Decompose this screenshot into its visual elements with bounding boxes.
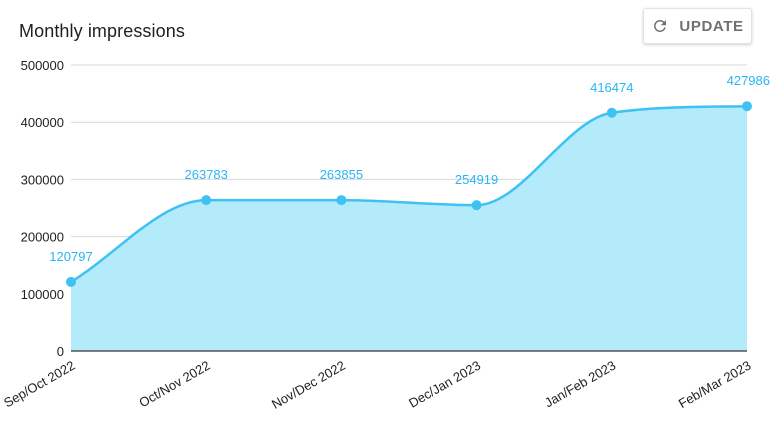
refresh-icon	[651, 17, 669, 35]
x-tick-label: Oct/Nov 2022	[136, 358, 212, 411]
x-tick-label: Nov/Dec 2022	[269, 358, 348, 412]
data-labels: 120797 263783 263855 254919 416474 427986	[49, 73, 770, 264]
data-point[interactable]	[336, 195, 347, 206]
update-button-label: UPDATE	[679, 17, 744, 35]
y-tick-label: 400000	[21, 115, 64, 130]
y-tick-label: 500000	[21, 58, 64, 73]
series-line	[70, 104, 748, 283]
y-tick-label: 0	[57, 344, 64, 359]
data-label: 427986	[727, 73, 770, 88]
data-point[interactable]	[606, 107, 617, 118]
area-layer	[70, 104, 748, 351]
data-label: 254919	[455, 172, 498, 187]
data-label: 416474	[590, 80, 633, 95]
x-tick-label: Sep/Oct 2022	[1, 358, 77, 411]
chart-title: Monthly impressions	[19, 21, 185, 41]
data-label: 263855	[320, 167, 363, 182]
y-axis-ticks: 0 100000 200000 300000 400000 500000	[21, 58, 64, 359]
data-point[interactable]	[742, 101, 752, 112]
data-point[interactable]	[201, 195, 212, 206]
x-axis-ticks: Sep/Oct 2022 Oct/Nov 2022 Nov/Dec 2022 Dec/…	[1, 358, 753, 412]
x-tick-label: Feb/Mar 2023	[676, 358, 754, 411]
data-points	[66, 101, 752, 287]
x-tick-label: Jan/Feb 2023	[542, 358, 618, 411]
data-label: 263783	[185, 167, 228, 182]
data-point[interactable]	[471, 200, 482, 211]
y-tick-label: 300000	[21, 172, 64, 187]
y-tick-label: 200000	[21, 230, 64, 245]
series-area	[71, 106, 747, 351]
y-tick-label: 100000	[21, 287, 64, 302]
data-point[interactable]	[66, 276, 76, 287]
data-label: 120797	[49, 249, 92, 264]
update-button[interactable]: UPDATE	[643, 8, 752, 44]
x-tick-label: Dec/Jan 2023	[406, 358, 483, 411]
